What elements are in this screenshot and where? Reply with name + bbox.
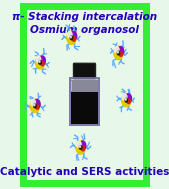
- Bar: [71, 92, 98, 124]
- Circle shape: [80, 141, 86, 150]
- Circle shape: [79, 146, 81, 147]
- Circle shape: [119, 52, 123, 57]
- Circle shape: [117, 46, 124, 56]
- Circle shape: [36, 56, 41, 63]
- Circle shape: [39, 60, 40, 62]
- Circle shape: [117, 51, 118, 53]
- Circle shape: [41, 61, 44, 66]
- Circle shape: [35, 56, 45, 69]
- Circle shape: [70, 31, 77, 40]
- Circle shape: [117, 51, 120, 55]
- Circle shape: [34, 99, 40, 108]
- Circle shape: [72, 37, 76, 41]
- Circle shape: [67, 31, 72, 38]
- Circle shape: [122, 94, 131, 107]
- Circle shape: [114, 46, 119, 53]
- Circle shape: [39, 56, 45, 65]
- Circle shape: [122, 94, 127, 101]
- Circle shape: [39, 60, 41, 64]
- Circle shape: [81, 146, 85, 151]
- Circle shape: [77, 141, 81, 148]
- Circle shape: [79, 146, 82, 149]
- Bar: [70, 77, 99, 125]
- Circle shape: [125, 98, 126, 100]
- Text: π- Stacking intercalation: π- Stacking intercalation: [12, 12, 157, 22]
- Circle shape: [127, 99, 130, 104]
- FancyBboxPatch shape: [74, 63, 95, 78]
- Circle shape: [30, 99, 40, 112]
- Circle shape: [125, 98, 128, 102]
- Circle shape: [125, 94, 131, 103]
- Circle shape: [31, 99, 35, 106]
- Circle shape: [67, 31, 76, 44]
- Circle shape: [114, 46, 123, 60]
- Circle shape: [34, 104, 35, 106]
- Bar: [70, 77, 99, 125]
- Bar: [71, 81, 72, 91]
- Text: Osmium organosol: Osmium organosol: [30, 25, 139, 35]
- Text: Catalytic and SERS activities: Catalytic and SERS activities: [0, 167, 169, 177]
- Circle shape: [76, 141, 85, 154]
- Circle shape: [34, 104, 36, 108]
- Circle shape: [70, 36, 71, 38]
- Circle shape: [36, 105, 39, 109]
- Bar: [71, 80, 98, 92]
- Circle shape: [70, 36, 73, 40]
